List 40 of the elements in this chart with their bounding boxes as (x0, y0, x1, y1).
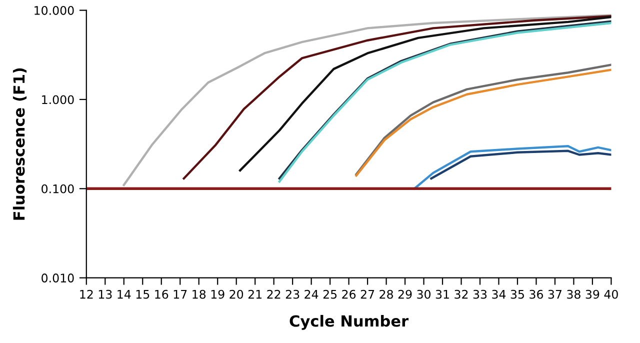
y-tick-label: 0.100 (42, 184, 74, 194)
x-tick-label: 12 (80, 290, 93, 299)
x-tick-label: 14 (118, 290, 131, 299)
x-tick-label: 30 (417, 290, 430, 299)
x-tick-label: 33 (473, 290, 487, 299)
x-tick-label: 16 (155, 290, 168, 299)
x-tick-label: 28 (380, 290, 393, 299)
x-tick-label: 25 (323, 290, 337, 299)
x-tick-label: 19 (211, 290, 224, 299)
x-tick-label: 39 (586, 290, 600, 299)
line-series (238, 16, 612, 172)
x-tick-label: 18 (192, 290, 206, 299)
x-tick-label: 21 (248, 290, 262, 299)
x-tick-label: 17 (174, 290, 187, 299)
x-tick-label: 15 (136, 290, 150, 299)
y-tick-label: 1.000 (42, 95, 74, 104)
line-series (413, 144, 612, 190)
x-tick-label: 20 (230, 290, 244, 299)
line-series (430, 150, 612, 180)
x-tick-label: 13 (98, 290, 112, 299)
x-tick-label: 24 (304, 290, 318, 299)
x-tick-label: 29 (398, 290, 412, 299)
y-tick-label: 0.010 (42, 274, 74, 282)
line-series (122, 14, 612, 186)
x-tick-label: 40 (604, 290, 618, 299)
x-tick-label: 22 (267, 290, 280, 299)
line-series (182, 15, 612, 180)
x-tick-label: 23 (286, 290, 300, 299)
x-axis-title: Cycle Number (290, 314, 409, 330)
x-tick-label: 36 (530, 290, 543, 299)
y-axis-title: Fluorescence (F1) (12, 68, 27, 220)
x-tick-label: 38 (567, 290, 580, 299)
y-tick-label: 10.000 (34, 6, 74, 15)
x-tick-label: 34 (492, 290, 506, 299)
x-tick-label: 32 (454, 290, 468, 299)
x-tick-label: 27 (360, 290, 374, 299)
x-tick-label: 26 (342, 290, 356, 299)
x-tick-label: 35 (510, 290, 524, 299)
x-tick-label: 37 (548, 290, 562, 299)
x-tick-label: 31 (436, 290, 449, 299)
